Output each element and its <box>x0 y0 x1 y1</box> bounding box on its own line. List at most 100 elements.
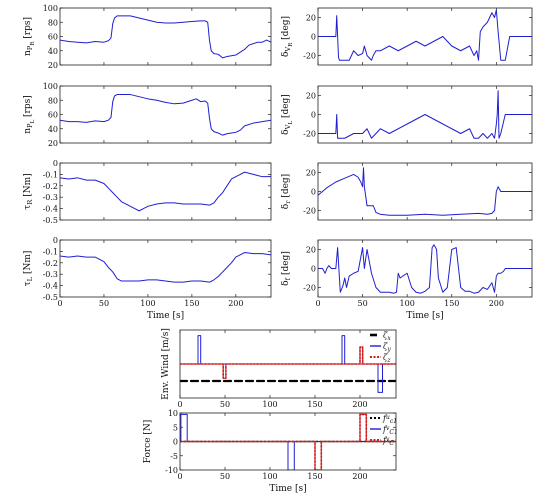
plot-frame <box>59 239 272 298</box>
y-axis-label: nPL [rps] <box>23 95 36 134</box>
plot-frame <box>179 329 397 399</box>
y-tick-label: 0 <box>311 188 316 197</box>
y-tick-label: -0.1 <box>43 170 58 179</box>
y-axis-label: τL [Nm] <box>23 251 34 287</box>
y-tick-label: -20 <box>303 207 316 216</box>
series-line-tauL-0 <box>60 252 271 283</box>
y-tick-label: 0 <box>53 159 58 168</box>
x-tick-label: 50 <box>99 299 109 308</box>
x-tick-label: 100 <box>400 299 415 308</box>
y-tick-label: -20 <box>303 52 316 61</box>
plot-frame <box>317 85 533 144</box>
y-tick-label: 80 <box>48 18 58 27</box>
y-tick-label: -10 <box>165 466 178 475</box>
series-line-wind-1 <box>180 335 396 393</box>
y-tick-label: 5 <box>173 423 178 432</box>
y-axis-label: Force [N] <box>143 420 153 464</box>
chart-tauL: 0 50 100 150 200 0 -0.1 -0.2 -0.3 -0.4 -0.5 τL [Nm]… <box>23 236 272 321</box>
y-tick-label: 20 <box>48 139 58 148</box>
plot-frame <box>59 162 272 221</box>
chart-force: 0 50 100 150 200 -10 -5 0 5 10 Force [N] Time [s] fu… <box>143 409 398 494</box>
chart-nPR: 20 40 60 80 100 nPR [rps] <box>23 4 272 70</box>
series-line-dVR-0 <box>318 9 532 61</box>
series-line-force-2 <box>180 413 396 470</box>
y-tick-label: 0 <box>53 236 58 245</box>
legend-label: fuc1 <box>382 414 397 425</box>
legend-label: ζy <box>383 342 391 353</box>
legend-label: fvC <box>382 436 394 447</box>
chart-df: 0 50 100 150 200 -20 0 20 δf [deg] Time [s] <box>281 239 533 321</box>
x-tick-label: 50 <box>357 299 367 308</box>
series-line-tauR-0 <box>60 171 271 212</box>
y-axis-label: Env. Wind [m/s] <box>161 328 171 400</box>
y-tick-label: 40 <box>48 125 58 134</box>
y-tick-label: 20 <box>306 246 316 255</box>
x-tick-label: 150 <box>307 400 322 409</box>
series-line-dr-0 <box>318 167 532 216</box>
chart-nPL: 20 40 60 80 100 nPL [rps] <box>23 82 272 148</box>
y-tick-label: 0 <box>173 438 178 447</box>
y-tick-label: 20 <box>306 169 316 178</box>
y-tick-label: 100 <box>43 4 58 13</box>
y-tick-label: 60 <box>48 33 58 42</box>
x-tick-label: 0 <box>177 400 182 409</box>
y-tick-label: 0 <box>311 111 316 120</box>
y-tick-label: 60 <box>48 111 58 120</box>
x-axis-label: Time [s] <box>147 311 184 321</box>
y-tick-label: 10 <box>168 409 178 418</box>
x-tick-label: 50 <box>220 472 230 481</box>
y-tick-label: -0.5 <box>43 293 58 302</box>
y-axis-label: nPR [rps] <box>23 17 36 56</box>
x-axis-label: Time [s] <box>269 484 306 494</box>
y-axis-label: τR [Nm] <box>23 173 34 209</box>
series-line-df-0 <box>318 244 532 294</box>
x-tick-label: 100 <box>262 472 277 481</box>
y-tick-label: 20 <box>306 14 316 23</box>
series-line-nPR-0 <box>60 15 271 59</box>
y-tick-label: 0 <box>311 265 316 274</box>
x-tick-label: 200 <box>489 299 504 308</box>
y-tick-label: -0.2 <box>43 182 58 191</box>
y-tick-label: -5 <box>170 452 178 461</box>
x-tick-label: 200 <box>228 299 243 308</box>
x-tick-label: 0 <box>315 299 320 308</box>
y-tick-label: -0.4 <box>43 205 58 214</box>
legend-label: ζz <box>383 353 391 364</box>
y-tick-label: -0.2 <box>43 259 58 268</box>
plot-frame <box>59 7 272 66</box>
x-axis-label: Time [s] <box>406 311 443 321</box>
y-tick-label: -0.4 <box>43 282 58 291</box>
y-tick-label: 20 <box>306 92 316 101</box>
plot-frame <box>59 85 272 144</box>
chart-dVR: -20 0 20 δVR [deg] <box>281 7 533 66</box>
x-tick-label: 200 <box>352 400 367 409</box>
y-tick-label: 80 <box>48 96 58 105</box>
y-tick-label: 20 <box>48 61 58 70</box>
y-axis-label: δf [deg] <box>281 251 292 286</box>
y-tick-label: -0.1 <box>43 247 58 256</box>
y-tick-label: 0 <box>311 33 316 42</box>
x-tick-label: 150 <box>184 299 199 308</box>
plot-frame <box>179 412 397 471</box>
y-axis-label: δr [deg] <box>281 174 292 209</box>
series-line-dVL-0 <box>318 90 532 139</box>
series-line-wind-2 <box>180 346 396 379</box>
plot-frame <box>317 239 533 298</box>
y-tick-label: -20 <box>303 130 316 139</box>
y-tick-label: 100 <box>43 82 58 91</box>
y-tick-label: -0.5 <box>43 216 58 225</box>
y-tick-label: -0.3 <box>43 193 58 202</box>
x-tick-label: 100 <box>262 400 277 409</box>
x-tick-label: 100 <box>140 299 155 308</box>
legend-label: ζx <box>383 331 391 342</box>
y-axis-label: δVL [deg] <box>281 94 294 135</box>
chart-dVL: -20 0 20 δVL [deg] <box>281 85 533 144</box>
x-tick-label: 0 <box>57 299 62 308</box>
y-axis-label: δVR [deg] <box>281 16 294 57</box>
series-line-nPL-0 <box>60 94 271 136</box>
x-tick-label: 150 <box>307 472 322 481</box>
y-tick-label: 40 <box>48 47 58 56</box>
chart-tauR: 0 -0.1 -0.2 -0.3 -0.4 -0.5 τR [Nm] <box>23 159 272 225</box>
y-tick-label: -20 <box>303 284 316 293</box>
